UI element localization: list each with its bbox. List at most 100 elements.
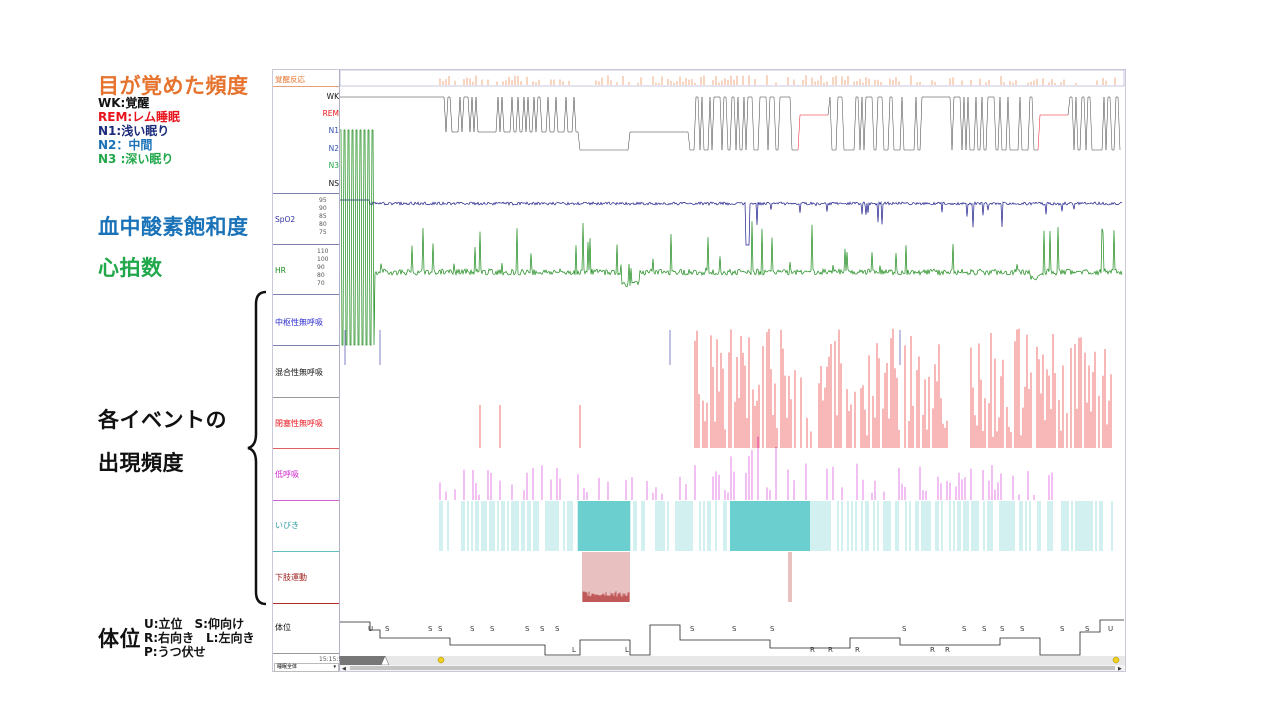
hypnogram-segment [959,96,963,151]
stage-label-wk: WK [326,92,339,101]
posture-mark: S [902,625,907,633]
hypnogram-segment [993,96,997,151]
hypnogram-segment [963,96,967,151]
hypnogram-segment [711,96,715,151]
spo2-title: 血中酸素飽和度 [98,215,249,239]
hypnogram-segment [743,96,747,151]
hypnogram-segment [527,96,531,133]
track-separator [273,397,339,398]
hypnogram-segment [469,96,473,133]
hypnogram-segment [1075,96,1079,151]
hypnogram-segment [553,96,557,133]
hypnogram-segment [449,96,453,133]
spo2-label: SpO2 [275,215,296,224]
scroll-left-icon[interactable]: ◀ [342,666,346,671]
hypnogram-segment [511,96,515,133]
hypnogram-segment [571,96,575,133]
track-separator [273,294,339,295]
hypnogram-segment [1073,96,1077,151]
hypnogram-segment [725,96,729,151]
hypnogram-segment [899,96,903,151]
spo2-tick: 80 [319,221,327,228]
hypnogram-segment [961,96,965,151]
posture-legend-line: U:立位 S:仰向け [144,617,244,631]
stage-legend-rem: REM:レム睡眠 [98,110,180,124]
track-separator [273,653,339,654]
epoch-selector-value: 睡眠全体 [277,664,298,670]
hypnogram-segment [473,96,477,133]
hypnogram-segment [709,96,713,151]
hypnogram-segment [687,131,691,151]
hypnogram-segment [797,114,801,151]
posture-mark: R [810,646,815,654]
hypnogram-segment [919,96,923,151]
bookmark-icon[interactable] [437,656,445,664]
events-title-line1: 各イベントの [98,408,227,432]
hypnogram-segment [841,96,845,151]
hypnogram-segment [693,96,697,151]
posture-mark: S [428,625,433,633]
hypnogram-segment [1071,96,1075,151]
hypnogram-segment [835,96,839,151]
hypnogram-segment [697,96,701,151]
hypnogram-segment [627,131,631,151]
hypnogram-segment [1027,96,1031,151]
posture-title: 体位 [98,627,141,651]
hypnogram-segment [565,96,569,133]
hypnogram-segment [1103,96,1107,151]
posture-mark: S [540,625,545,633]
hr-tick: 80 [317,272,325,279]
hypnogram-segment [777,96,781,151]
hypnogram-segment [887,96,891,151]
posture-mark: S [555,625,560,633]
hypnogram-segment [475,96,479,133]
posture-trace [340,619,1124,656]
posture-mark: U [1108,625,1113,633]
psg-chart-area: U S S S S S S S SL LS S SR R RSR RS S S S S S U ◀ ▶ [340,70,1125,671]
hypnogram-segment [857,96,861,151]
posture-mark: S [690,625,695,633]
hypnogram-segment [509,96,513,133]
hypnogram-segment [445,96,449,133]
posture-mark: S [1020,625,1025,633]
track-separator [273,603,339,604]
hr-tick: 100 [317,256,329,263]
hypnogram-segment [525,96,529,133]
hypnogram-segment [459,96,463,133]
posture-mark: S [1000,625,1005,633]
hypnogram-segment [707,96,711,151]
scroll-right-icon[interactable]: ▶ [1118,666,1122,671]
psg-viewer-panel: 覚醒反応 WK REM N1 N2 N3 NS SpO2 95 90 85 80… [272,69,1126,672]
hypnogram-segment [573,96,577,133]
hypnogram-segment [471,96,475,133]
spo2-trace [340,199,1123,246]
hypnogram-segment [829,96,833,151]
hypnogram-segment [1031,96,1035,151]
posture-mark: S [490,625,495,633]
hypnogram-segment [531,96,535,133]
bookmark-icon[interactable] [1112,656,1120,664]
hypnogram-segment [1007,96,1011,151]
hypnogram-segment [1037,114,1041,151]
snore-band [730,501,810,551]
posture-mark: S [982,625,987,633]
hypnogram-segment [999,96,1003,151]
hypnogram-segment [521,96,525,133]
stage-label-ns: NS [328,179,339,188]
spo2-tick: 90 [319,205,327,212]
posture-mark: R [945,646,950,654]
hypnogram-segment [523,96,527,133]
hypnogram-segment [861,96,865,151]
hypnogram-segment [539,96,543,133]
hypnogram-segment [979,96,983,151]
time-scrubber[interactable] [340,656,1125,665]
stage-legend-n1: N1:浅い眠り [98,124,170,138]
hypnogram-segment [737,96,741,151]
hypnogram-segment [863,96,867,151]
hypnogram-segment [881,96,885,151]
epoch-selector[interactable]: 睡眠全体 ▾ [274,663,339,672]
scrollbar-thumb[interactable] [350,666,1115,670]
label-column-divider [339,70,340,671]
posture-mark: L [572,646,576,654]
hypnogram-segment [495,96,499,133]
